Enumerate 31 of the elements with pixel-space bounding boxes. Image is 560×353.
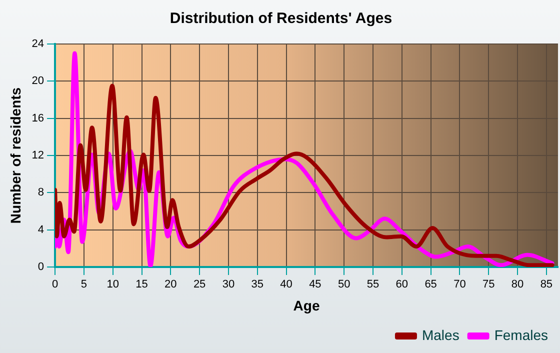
x-tick-label: 30 (222, 278, 235, 291)
y-tick-label: 4 (38, 224, 44, 236)
x-tick-label: 70 (454, 278, 466, 291)
x-tick-label: 85 (540, 278, 553, 291)
x-tick-label: 40 (280, 278, 292, 291)
y-tick-label: 0 (38, 261, 44, 274)
y-tick-label: 24 (32, 38, 44, 50)
x-tick-label: 45 (309, 278, 322, 291)
line-series (55, 84, 554, 267)
x-tick-label: 20 (164, 278, 177, 291)
y-tick-label: 8 (38, 186, 44, 199)
x-tick-label: 25 (193, 278, 206, 291)
chart-title: Distribution of Residents' Ages (170, 10, 392, 28)
y-tick-label: 16 (32, 112, 44, 124)
x-tick-label: 75 (482, 278, 495, 291)
x-tick-label: 65 (424, 278, 437, 291)
x-tick-label: 55 (366, 278, 380, 291)
x-tick-label: 15 (136, 278, 148, 291)
x-tick-label: 10 (106, 278, 119, 291)
x-tick-label: 50 (338, 278, 350, 291)
legend-label: Males (422, 326, 460, 343)
x-tick-label: 80 (511, 278, 524, 291)
x-tick-label: 0 (52, 278, 58, 291)
y-tick-label: 20 (32, 75, 44, 88)
y-axis-title: Number of residents (7, 87, 24, 224)
legend-label: Females (494, 326, 548, 343)
x-tick-label: 60 (396, 278, 408, 291)
x-tick-label: 35 (251, 278, 264, 291)
y-tick-label: 12 (32, 150, 44, 162)
x-tick-label: 5 (80, 278, 88, 291)
x-axis-title: Age (293, 297, 320, 314)
